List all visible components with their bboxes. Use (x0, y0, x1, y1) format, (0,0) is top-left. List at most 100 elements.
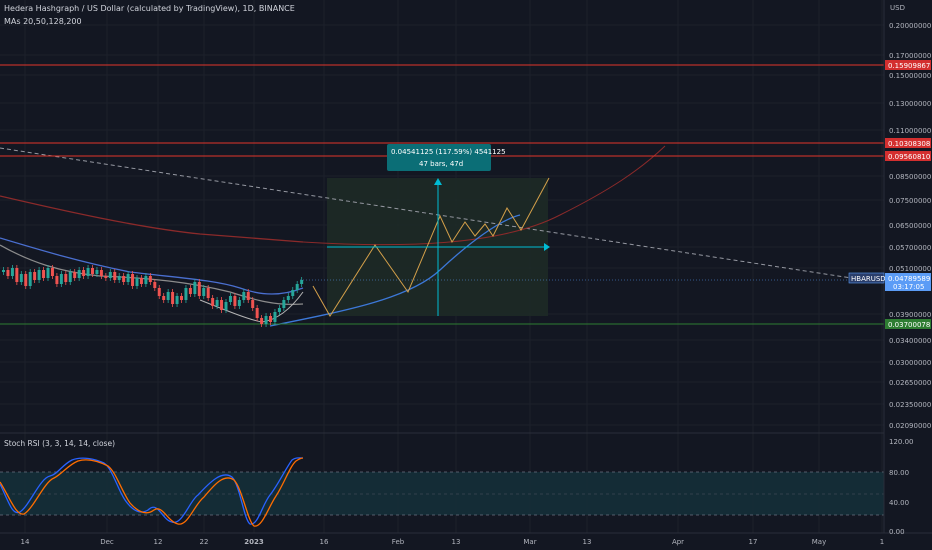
candle-body (175, 296, 179, 304)
candle-body (148, 276, 152, 282)
candle-body (153, 282, 157, 288)
symbol-tag-name: HBARUSD (851, 275, 886, 283)
candle-body (197, 282, 201, 296)
date-tick-label: 14 (21, 538, 30, 546)
candle-body (99, 270, 103, 276)
ma-128-line (0, 237, 304, 295)
candle-body (135, 278, 139, 286)
candle-body (15, 268, 19, 282)
candle-body (42, 270, 46, 278)
price-tick-label: 0.02350000 (889, 401, 931, 409)
price-tick-label: 0.20000000 (889, 22, 931, 30)
candle-body (77, 270, 81, 278)
candle-body (246, 292, 250, 300)
price-tick-label: 0.02090000 (889, 422, 931, 430)
rsi-tick-label: 40.00 (889, 499, 909, 507)
candle-body (162, 296, 166, 300)
candle-body (237, 300, 241, 306)
currency-label: USD (890, 4, 905, 12)
level-tag-red-3: 0.09560810 (888, 153, 930, 161)
date-tick-label: Mar (523, 538, 536, 546)
candle-body (50, 268, 54, 276)
date-tick-label: Dec (100, 538, 114, 546)
candle-body (188, 288, 192, 294)
candle-body (64, 274, 68, 282)
candle-body (46, 268, 50, 278)
candle-body (95, 270, 99, 274)
measure-arrow-head-up (434, 178, 442, 185)
candle-body (300, 280, 304, 284)
candle-body (295, 284, 299, 290)
ma-50-line (0, 244, 304, 305)
level-tag-green: 0.03700078 (888, 321, 930, 329)
level-tag-red-3-bg (885, 151, 931, 161)
candle-body (113, 272, 117, 280)
price-axis[interactable] (884, 0, 932, 533)
price-ticks: 0.20000000 0.17000000 0.15000000 0.13000000… (889, 22, 931, 430)
projected-zigzag (312, 177, 550, 317)
level-tag-green-bg (885, 319, 931, 329)
measure-arrow-head-right (544, 243, 550, 251)
stoch-k-line (0, 457, 304, 525)
candle-body (131, 274, 135, 286)
price-tick-label: 0.17000000 (889, 52, 931, 60)
level-tag-red-2: 0.10308308 (888, 140, 930, 148)
ma-legend[interactable]: MAs 20,50,128,200 (4, 17, 82, 26)
ma-200-line (0, 195, 304, 243)
candle-body (269, 316, 272, 322)
date-tick-label: 2023 (244, 538, 264, 546)
date-tick-label: 13 (452, 538, 461, 546)
candle-body (139, 278, 143, 284)
candle-body (193, 282, 197, 294)
time-axis[interactable] (0, 533, 932, 550)
candle-body (91, 268, 94, 274)
candle-body (108, 272, 112, 278)
price-tick-label: 0.07500000 (889, 197, 931, 205)
chart-title: Hedera Hashgraph / US Dollar (calculated… (4, 4, 295, 13)
price-tick-label: 0.05100000 (889, 265, 931, 273)
candle-body (291, 290, 295, 296)
level-tag-red-2-bg (885, 138, 931, 148)
candle-body (264, 316, 268, 324)
measure-info-line1: 0.04541125 (117.59%) 4541125 (391, 148, 506, 156)
candle-body (19, 274, 23, 282)
candles (2, 265, 304, 327)
measure-info-box (387, 144, 491, 171)
candle-body (206, 288, 210, 298)
candle-body (260, 318, 264, 324)
price-tick-label: 0.08500000 (889, 173, 931, 181)
candle-body (104, 276, 108, 278)
candle-body (2, 270, 5, 272)
candle-body (73, 272, 77, 278)
date-tick-label: Apr (672, 538, 684, 546)
date-tick-label: 13 (583, 538, 592, 546)
candle-body (277, 308, 281, 312)
rsi-ticks: 120.00 80.00 40.00 0.00 (889, 438, 914, 536)
date-tick-label: 1 (880, 538, 884, 546)
candle-body (37, 270, 41, 280)
candle-body (202, 288, 206, 296)
candle-body (220, 300, 224, 310)
price-tick-label: 0.11000000 (889, 127, 931, 135)
price-tag-value: 0.04789589 (888, 275, 930, 283)
price-tick-label: 0.06500000 (889, 222, 931, 230)
rsi-tick-label: 80.00 (889, 469, 909, 477)
candle-body (122, 276, 126, 282)
candle-body (28, 272, 32, 286)
measure-info-line2: 47 bars, 47d (419, 160, 463, 168)
rsi-tick-label: 0.00 (889, 528, 905, 536)
candle-body (157, 288, 161, 296)
candle-body (215, 300, 219, 306)
date-tick-label: 16 (320, 538, 329, 546)
candle-body (166, 292, 170, 300)
candle-body (171, 292, 175, 304)
rsi-band (0, 472, 884, 515)
candle-body (68, 272, 72, 282)
stoch-d-line (0, 457, 304, 527)
candle-body (282, 300, 286, 308)
symbol-tag-bg[interactable] (848, 272, 885, 284)
price-tick-label: 0.15000000 (889, 72, 931, 80)
candle-body (228, 296, 232, 302)
stoch-rsi-title[interactable]: Stoch RSI (3, 3, 14, 14, close) (4, 439, 115, 448)
